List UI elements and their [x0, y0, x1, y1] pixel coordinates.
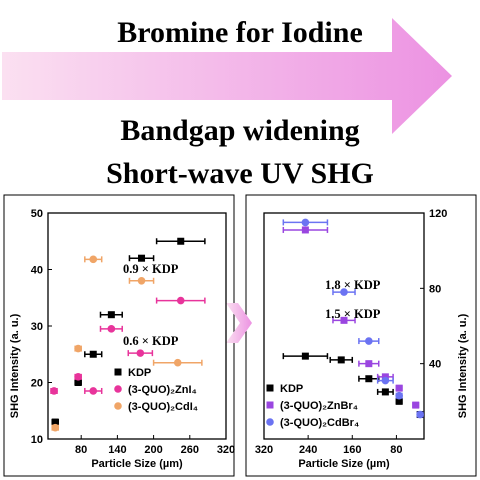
c1-data-point-1	[301, 226, 309, 234]
c1-data-point-2	[381, 376, 390, 385]
c1-x-tick-label: 80	[390, 444, 402, 456]
c0-y-tick-label: 10	[31, 434, 43, 446]
headline-line2: Short-wave UV SHG	[106, 157, 374, 190]
c0-data-point-0	[51, 418, 59, 426]
c1-data-point-1	[395, 384, 403, 392]
c0-data-point-1	[176, 296, 185, 305]
c1-data-point-0	[365, 375, 373, 383]
c0-data-point-1	[89, 387, 98, 395]
c1-legend-label: (3-QUO)₂CdBr₄	[280, 417, 359, 429]
c1-x-tick-label: 160	[343, 444, 361, 456]
c1-data-point-0	[337, 356, 345, 364]
c0-data-point-2	[137, 277, 146, 285]
c0-x-tick-label: 320	[217, 444, 235, 456]
headline-line1: Bandgap widening	[120, 114, 359, 147]
c0-data-point-1	[136, 349, 145, 357]
c1-data-point-2	[301, 218, 310, 227]
c0-data-point-2	[74, 344, 82, 353]
c0-data-point-0	[177, 237, 185, 245]
c0-x-tick-label: 80	[75, 444, 87, 456]
c1-data-point-0	[301, 352, 309, 360]
c0-y-tick-label: 30	[31, 321, 43, 333]
c1-data-point-2	[365, 337, 373, 345]
c1-data-point-2	[395, 391, 403, 400]
c0-y-tick-label: 20	[31, 378, 43, 390]
headline-title: Bromine for Iodine	[117, 16, 363, 49]
c1-legend-label: KDP	[280, 383, 303, 395]
c0-x-tick-label: 200	[144, 444, 162, 456]
c0-legend-marker	[114, 385, 122, 393]
c0-data-point-2	[173, 358, 182, 367]
c1-plot-area	[263, 212, 425, 440]
c0-data-point-0	[138, 254, 146, 262]
c1-x-axis-label: Particle Size (µm)	[298, 458, 390, 470]
big-arrow-shape	[2, 18, 452, 134]
c0-legend-marker	[114, 402, 122, 410]
c1-legend-marker	[266, 401, 274, 409]
c0-annotation: 0.6 × KDP	[123, 334, 179, 348]
c0-legend-label: (3-QUO)₂ZnI₄	[128, 384, 197, 396]
c1-y-tick-label: 40	[429, 359, 441, 371]
c1-data-point-1	[340, 316, 348, 324]
c0-data-point-1	[50, 387, 58, 395]
chevron-arrow-icon	[226, 303, 252, 343]
c1-data-point-1	[412, 401, 420, 409]
c0-data-point-2	[89, 255, 98, 264]
c0-data-point-2	[51, 423, 60, 432]
c1-y-tick-label: 80	[429, 283, 441, 295]
c0-data-point-0	[89, 350, 97, 358]
c1-data-point-2	[340, 288, 348, 296]
c0-x-tick-label: 140	[108, 444, 126, 456]
c1-y-tick-label: 120	[429, 208, 447, 220]
c1-annotation: 1.5 × KDP	[325, 307, 381, 321]
c0-annotation: 0.9 × KDP	[123, 262, 179, 276]
c1-data-point-1	[365, 360, 373, 368]
c0-legend-label: KDP	[128, 367, 151, 379]
c1-annotation: 1.8 × KDP	[325, 278, 381, 292]
c0-legend-label: (3-QUO)₂CdI₄	[128, 401, 198, 413]
c0-data-point-0	[74, 379, 82, 386]
c0-x-axis-label: Particle Size (µm)	[91, 458, 183, 470]
c1-data-point-0	[381, 388, 389, 396]
c0-y-axis-label: SHG Intensity (a. u.)	[9, 313, 21, 418]
c0-legend-marker	[114, 368, 122, 376]
c0-data-point-1	[107, 325, 116, 333]
c0-y-tick-label: 40	[31, 265, 43, 277]
c1-data-point-2	[416, 410, 424, 419]
c1-legend-label: (3-QUO)₂ZnBr₄	[280, 400, 358, 412]
c1-x-tick-label: 320	[255, 444, 273, 456]
c1-x-tick-label: 240	[299, 444, 317, 456]
c0-data-point-1	[74, 373, 82, 381]
c1-y-axis-label: SHG Intensity (a. u.)	[457, 313, 469, 418]
chart-left-panel: 10 20 30 40 50 80 140 200 260 320 Particle Size (µ…	[9, 208, 235, 470]
c1-data-point-0	[395, 397, 403, 405]
c1-legend-marker	[266, 384, 274, 392]
c0-x-tick-label: 260	[181, 444, 199, 456]
c1-legend-marker	[266, 418, 274, 426]
c0-y-tick-label: 50	[31, 208, 43, 220]
c0-data-point-0	[107, 311, 115, 319]
right-panel-frame	[245, 194, 477, 477]
